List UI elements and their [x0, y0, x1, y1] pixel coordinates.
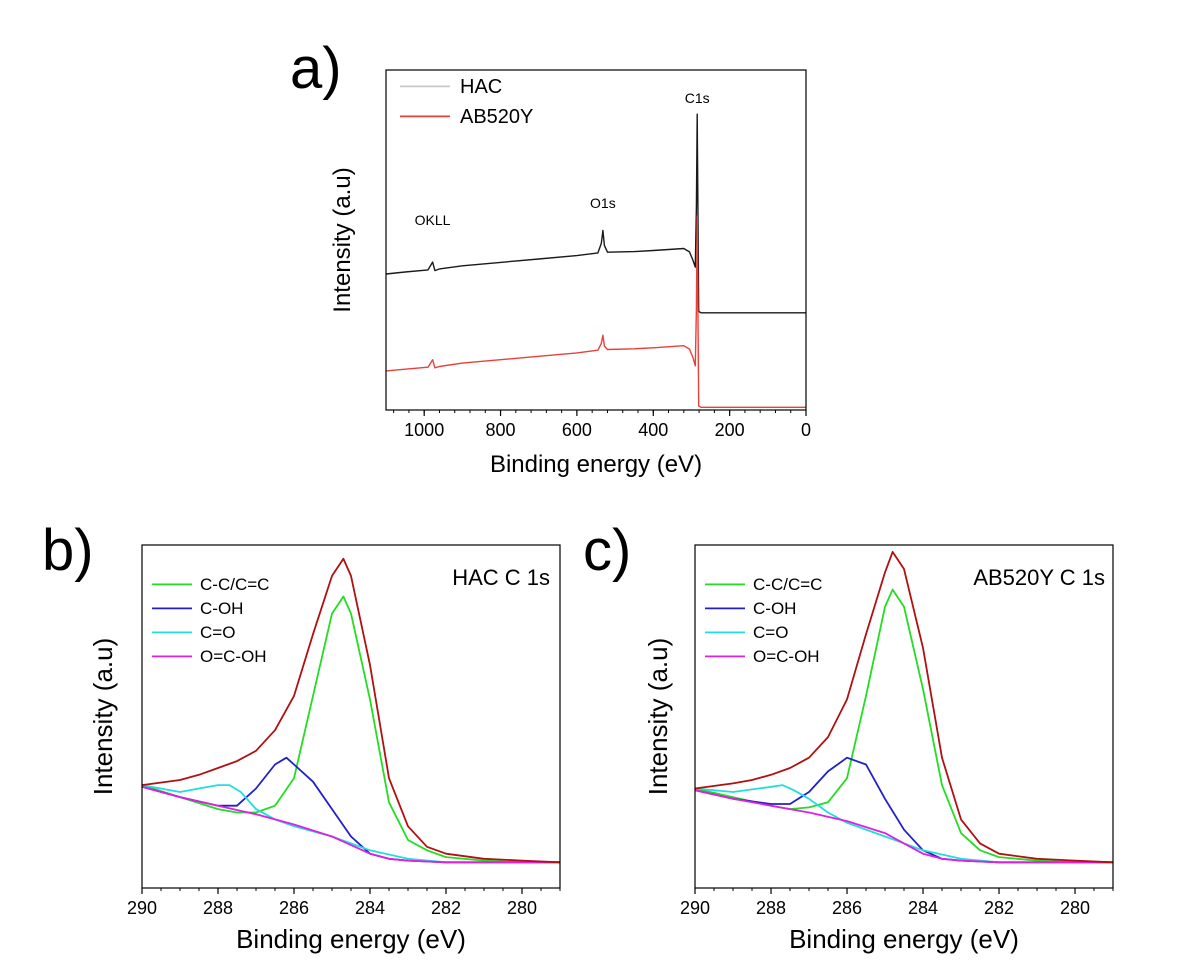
legend-label: C=O: [753, 623, 788, 642]
x-tick-label: 290: [680, 898, 710, 918]
y-axis-label: Intensity (a.u): [88, 638, 118, 796]
legend-label: C-C/C=C: [200, 575, 269, 594]
legend-label: O=C-OH: [200, 647, 267, 666]
legend-label: C-OH: [753, 599, 796, 618]
x-tick-label: 284: [355, 898, 385, 918]
x-tick-label: 200: [715, 420, 745, 440]
x-tick-label: 600: [562, 420, 592, 440]
x-tick-label: 0: [801, 420, 811, 440]
x-tick-label: 288: [756, 898, 786, 918]
peak-annotation: C1s: [685, 90, 710, 106]
x-tick-label: 282: [984, 898, 1014, 918]
x-tick-label: 280: [1060, 898, 1090, 918]
legend-label: C-C/C=C: [753, 575, 822, 594]
series-line-c-o: [694, 784, 1113, 864]
x-tick-label: 284: [908, 898, 938, 918]
series-line-c-oh: [694, 756, 1113, 864]
chart-title: AB520Y C 1s: [973, 565, 1105, 590]
y-axis-label: Intensity (a.u): [643, 638, 673, 796]
chart-b: 290 288 286 284 282 280 Binding energy (eV) Int…: [88, 544, 561, 954]
legend-label: C=O: [200, 623, 235, 642]
x-tick-label: 286: [832, 898, 862, 918]
x-tick-label: 288: [203, 898, 233, 918]
plot-frame: [694, 544, 1114, 889]
series-line-o-c-oh: [141, 785, 560, 864]
x-tick-label: 1000: [404, 420, 444, 440]
panel-label-a: a): [290, 36, 342, 101]
series-line-c-o: [141, 784, 560, 864]
x-tick-label: 800: [486, 420, 516, 440]
x-tick-label: 286: [279, 898, 309, 918]
plot-frame: [385, 69, 807, 411]
peak-annotation: O1s: [590, 195, 616, 211]
legend-label: AB520Y: [460, 106, 533, 128]
x-tick-label: 290: [127, 898, 157, 918]
x-tick-label: 282: [431, 898, 461, 918]
chart-title: HAC C 1s: [452, 565, 550, 590]
series-line-envelope: [694, 551, 1114, 864]
chart-c: 290 288 286 284 282 280 Binding energy (eV) Int…: [643, 544, 1114, 954]
legend-label: HAC: [460, 76, 502, 98]
peak-annotation: OKLL: [415, 212, 451, 228]
legend-label: O=C-OH: [753, 647, 820, 666]
panel-label-c: c): [583, 518, 631, 583]
series-line-hac: [385, 113, 806, 314]
x-axis-label: Binding energy (eV): [490, 451, 702, 478]
chart-a: 1000 800 600 400 200 0 Binding energy (eV) Inte…: [329, 69, 811, 478]
x-axis-label: Binding energy (eV): [236, 924, 466, 954]
legend-label: C-OH: [200, 599, 243, 618]
x-tick-label: 400: [638, 420, 668, 440]
panel-label-b: b): [42, 518, 94, 583]
series-line-envelope: [141, 557, 561, 864]
y-axis-label: Intensity (a.u): [329, 167, 356, 312]
x-axis-label: Binding energy (eV): [789, 924, 1019, 954]
series-line-ab520y: [385, 215, 806, 408]
series-line-o-c-oh: [694, 789, 1113, 864]
series-line-c-c-c-c: [141, 595, 560, 864]
x-tick-label: 280: [507, 898, 537, 918]
